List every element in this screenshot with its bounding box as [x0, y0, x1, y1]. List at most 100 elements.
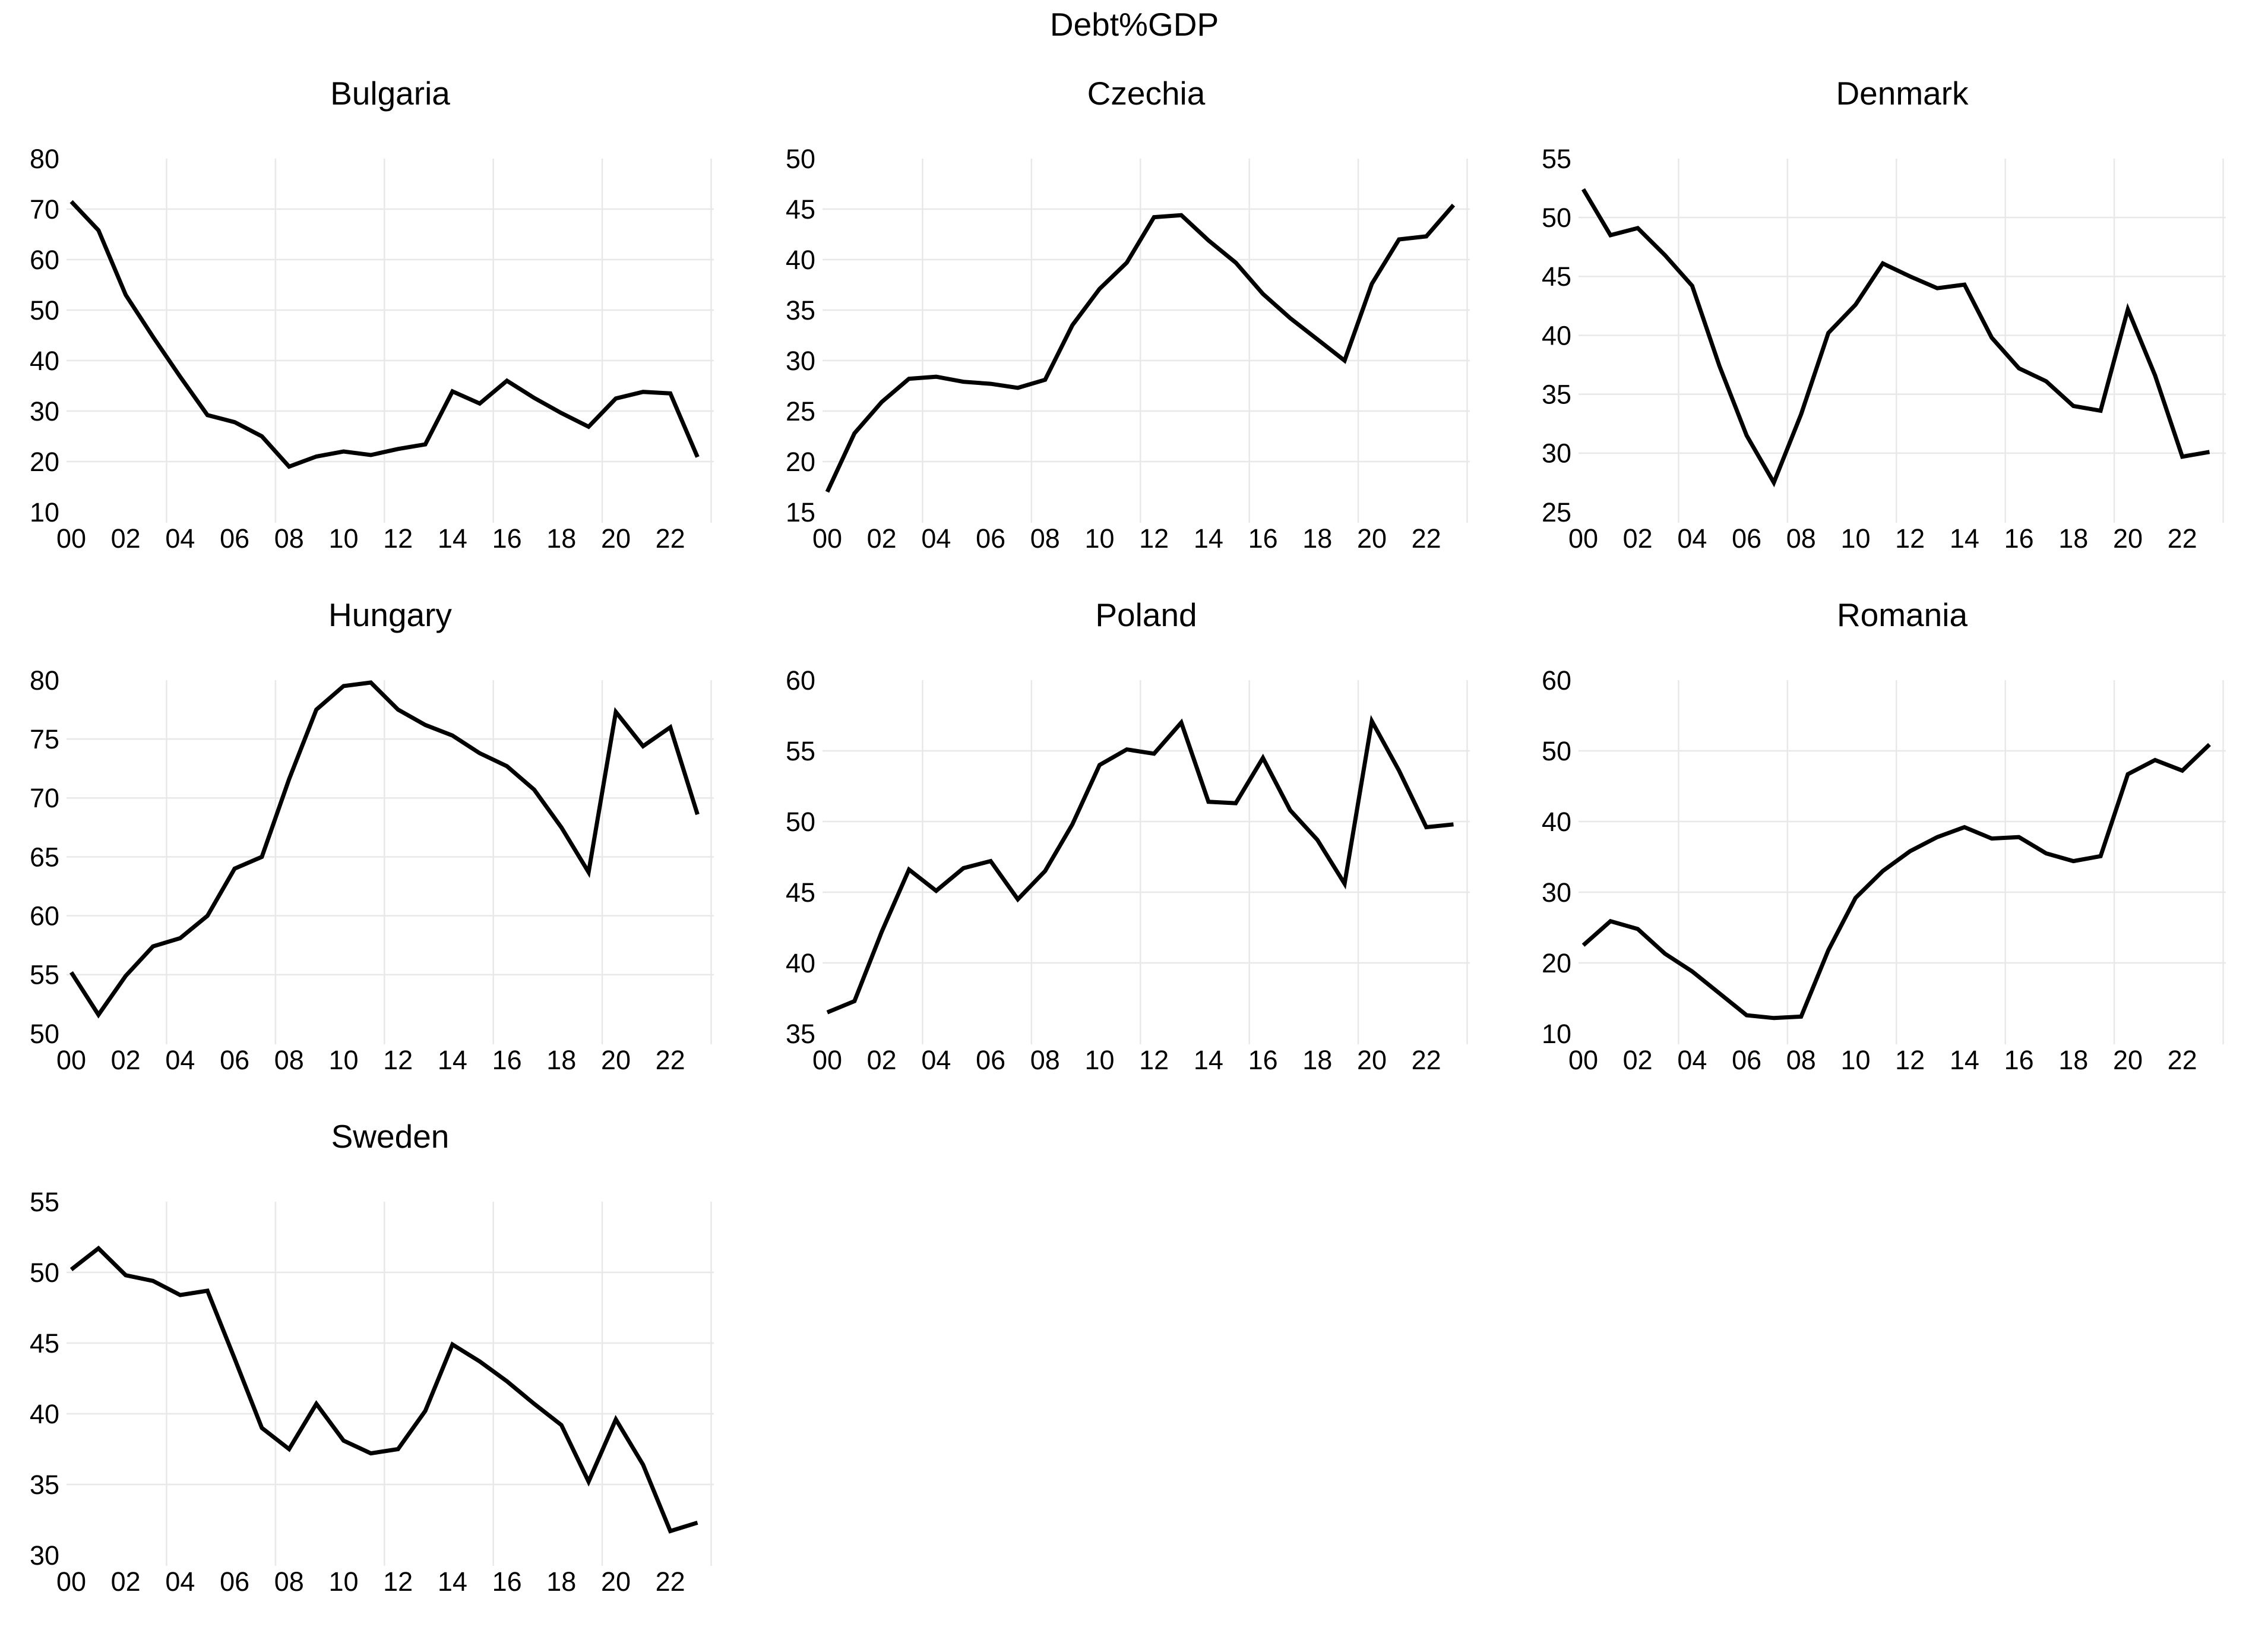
x-tick-label: 02 [1623, 1045, 1653, 1075]
panel-title-denmark: Denmark [1836, 75, 1969, 112]
y-tick-label: 25 [1542, 497, 1571, 527]
x-tick-label: 10 [1084, 1045, 1114, 1075]
x-tick-label: 16 [1248, 1045, 1278, 1075]
y-tick-label: 50 [786, 144, 815, 174]
y-tick-label: 20 [1542, 948, 1571, 978]
y-tick-label: 55 [30, 1187, 59, 1217]
y-tick-label: 45 [786, 877, 815, 908]
x-tick-label: 12 [1895, 523, 1925, 554]
x-tick-label: 04 [165, 1045, 195, 1075]
x-tick-label: 06 [1732, 523, 1761, 554]
x-tick-label: 12 [383, 1045, 413, 1075]
debt-series-line [69, 1245, 698, 1534]
y-tick-label: 50 [1542, 736, 1571, 766]
x-tick-label: 10 [1840, 523, 1870, 554]
x-tick-label: 14 [438, 523, 467, 554]
y-tick-label: 20 [786, 447, 815, 477]
y-tick-label: 30 [30, 1540, 59, 1571]
debt-series-line [825, 203, 1456, 493]
x-tick-label: 14 [1950, 1045, 1979, 1075]
x-tick-label: 20 [601, 1045, 631, 1075]
x-tick-label: 02 [111, 1566, 141, 1597]
y-tick-label: 30 [30, 396, 59, 427]
y-tick-label: 80 [30, 144, 59, 174]
panel-czechia: Czechia 15 20 25 30 35 40 45 50 00 02 04 06 08 10 12 14… [756, 49, 1512, 570]
y-tick-label: 60 [1542, 665, 1571, 696]
x-tick-label: 04 [165, 1566, 195, 1597]
y-tick-label: 40 [30, 1399, 59, 1429]
y-tick-label: 10 [1542, 1019, 1571, 1049]
panel-romania: Romania 10 20 30 40 50 60 00 02 04 06 08 10 12 14 16 18… [1512, 570, 2268, 1092]
x-tick-label: 12 [1139, 1045, 1169, 1075]
y-tick-label: 65 [30, 842, 59, 872]
x-tick-label: 02 [1623, 523, 1653, 554]
line-chart-sweden: Sweden 30 35 40 45 50 55 00 02 04 06 08 10 12 14 16 18 2… [30, 1118, 714, 1597]
y-tick-label: 40 [30, 346, 59, 376]
x-tick-label: 14 [1194, 523, 1223, 554]
panel-title-poland: Poland [1095, 596, 1197, 633]
y-tick-label: 10 [30, 497, 59, 527]
panel-denmark: Denmark 25 30 35 40 45 50 55 00 02 04 06 08 10 12 14 16… [1512, 49, 2268, 570]
x-tick-label: 18 [2058, 523, 2088, 554]
y-tick-label: 30 [1542, 877, 1571, 908]
line-chart-denmark: Denmark 25 30 35 40 45 50 55 00 02 04 06 08 10 12 14 16… [1542, 75, 2226, 554]
x-tick-label: 20 [601, 523, 631, 554]
x-tick-label: 08 [274, 1566, 304, 1597]
y-tick-label: 70 [30, 783, 59, 813]
x-tick-label: 22 [656, 1566, 685, 1597]
line-chart-romania: Romania 10 20 30 40 50 60 00 02 04 06 08 10 12 14 16 18… [1542, 596, 2226, 1075]
x-tick-label: 00 [56, 1566, 86, 1597]
x-tick-label: 20 [2113, 1045, 2143, 1075]
x-tick-label: 16 [1248, 523, 1278, 554]
x-tick-label: 02 [111, 1045, 141, 1075]
y-tick-label: 40 [786, 245, 815, 275]
y-tick-label: 30 [1542, 438, 1571, 469]
x-tick-label: 10 [1084, 523, 1114, 554]
line-chart-poland: Poland 35 40 45 50 55 60 00 02 04 06 08 10 12 14 16 18 2… [786, 596, 1470, 1075]
y-tick-label: 55 [30, 960, 59, 990]
line-chart-czechia: Czechia 15 20 25 30 35 40 45 50 00 02 04 06 08 10 12 14… [786, 75, 1470, 554]
x-tick-label: 12 [383, 523, 413, 554]
x-tick-label: 04 [1677, 523, 1707, 554]
y-tick-label: 40 [786, 948, 815, 978]
y-tick-label: 80 [30, 665, 59, 696]
y-tick-label: 75 [30, 724, 59, 754]
panel-sweden: Sweden 30 35 40 45 50 55 00 02 04 06 08 10 12 14 16 18 2… [0, 1092, 756, 1613]
x-tick-label: 10 [1840, 1045, 1870, 1075]
y-tick-label: 20 [30, 447, 59, 477]
panel-title-romania: Romania [1837, 596, 1968, 633]
y-tick-label: 50 [30, 1258, 59, 1288]
y-tick-label: 45 [30, 1328, 59, 1359]
debt-series-line [1581, 743, 2211, 1021]
x-tick-label: 16 [2004, 523, 2034, 554]
line-chart-bulgaria: Bulgaria 10 20 30 40 50 60 70 80 00 02 04 06 08 10 12 1… [30, 75, 714, 554]
panel-poland: Poland 35 40 45 50 55 60 00 02 04 06 08 10 12 14 16 18 2… [756, 570, 1512, 1092]
y-tick-label: 45 [786, 194, 815, 225]
x-tick-label: 14 [438, 1045, 467, 1075]
x-tick-label: 22 [656, 523, 685, 554]
x-tick-label: 18 [1302, 523, 1332, 554]
x-tick-label: 10 [328, 523, 358, 554]
line-chart-hungary: Hungary 50 55 60 65 70 75 80 00 02 04 06 08 10 12 14 16… [30, 596, 714, 1075]
panel-title-czechia: Czechia [1087, 75, 1206, 112]
x-tick-label: 00 [1568, 1045, 1598, 1075]
x-tick-label: 08 [1030, 523, 1060, 554]
x-tick-label: 22 [2168, 1045, 2197, 1075]
x-tick-label: 18 [546, 1045, 576, 1075]
x-tick-label: 08 [274, 1045, 304, 1075]
debt-series-line [69, 200, 700, 469]
y-tick-label: 55 [786, 736, 815, 766]
x-tick-label: 06 [220, 1566, 249, 1597]
x-tick-label: 08 [1786, 523, 1816, 554]
y-tick-label: 60 [30, 245, 59, 275]
x-tick-label: 00 [812, 1045, 842, 1075]
x-tick-label: 04 [921, 1045, 951, 1075]
y-tick-label: 25 [786, 396, 815, 427]
y-tick-label: 50 [786, 807, 815, 837]
y-tick-label: 45 [1542, 261, 1571, 292]
y-tick-label: 35 [1542, 379, 1571, 409]
x-tick-label: 06 [1732, 1045, 1761, 1075]
x-tick-label: 22 [1412, 1045, 1441, 1075]
x-tick-label: 00 [56, 523, 86, 554]
